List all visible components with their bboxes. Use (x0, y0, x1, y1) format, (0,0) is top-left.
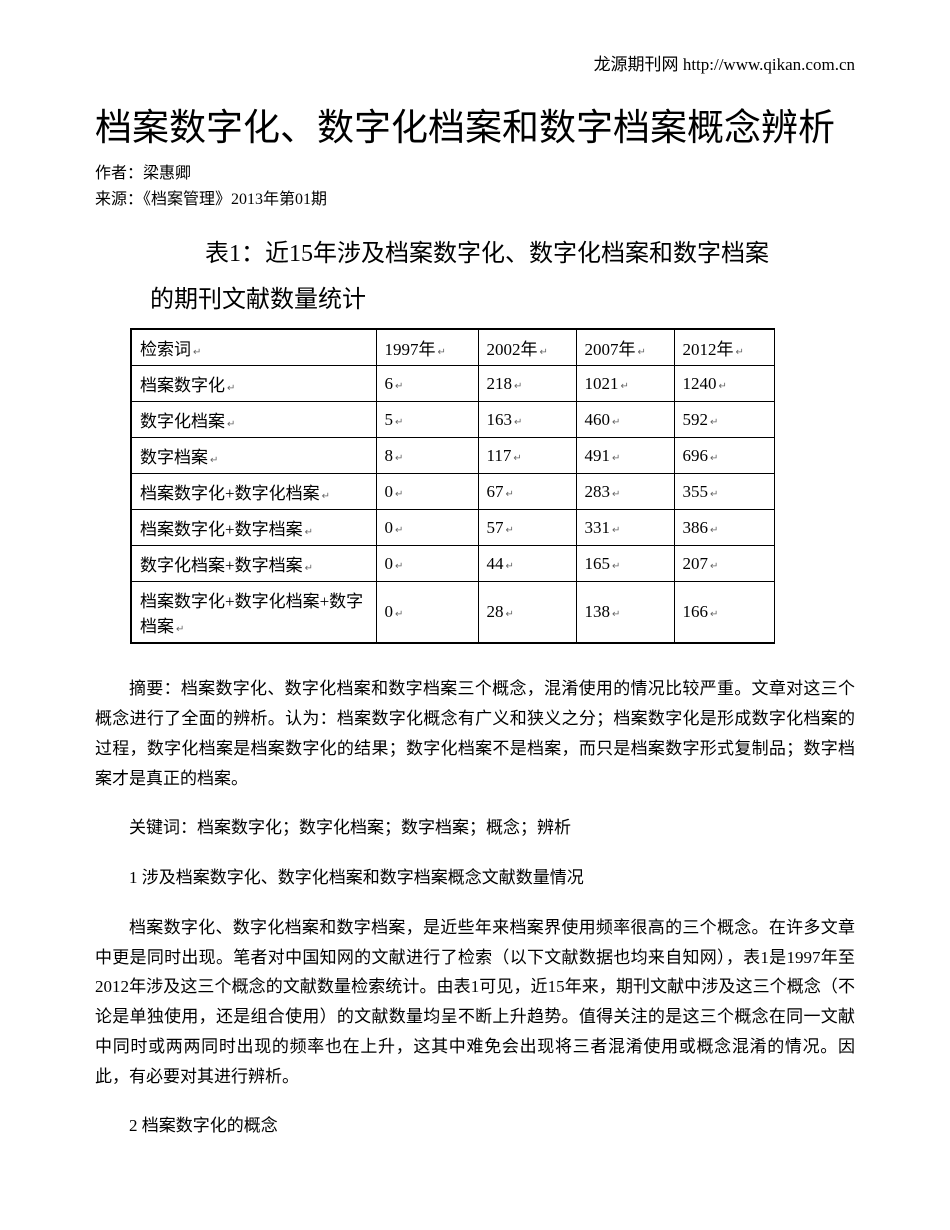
table-cell: 57↵ (478, 510, 576, 546)
table-cell: 283↵ (576, 474, 674, 510)
table-cell: 数字化档案↵ (131, 402, 376, 438)
author-label: 作者： (95, 165, 143, 182)
table-row: 档案数字化+数字化档案+数字档案↵0↵28↵138↵166↵ (131, 582, 774, 644)
table-cell: 档案数字化+数字档案↵ (131, 510, 376, 546)
table-cell: 163↵ (478, 402, 576, 438)
table-cell: 5↵ (376, 402, 478, 438)
table-cell: 218↵ (478, 366, 576, 402)
table-row: 数字化档案↵5↵163↵460↵592↵ (131, 402, 774, 438)
site-name: 龙源期刊网 (594, 55, 679, 74)
table-row: 数字档案↵8↵117↵491↵696↵ (131, 438, 774, 474)
table-cell: 8↵ (376, 438, 478, 474)
author-line: 作者：梁惠卿 (95, 161, 855, 187)
table-cell: 0↵ (376, 582, 478, 644)
table-cell: 165↵ (576, 546, 674, 582)
source-line: 来源：《档案管理》2013年第01期 (95, 187, 855, 213)
table-header-cell: 检索词↵ (131, 329, 376, 366)
table-row: 数字化档案+数字档案↵0↵44↵165↵207↵ (131, 546, 774, 582)
table-cell: 数字档案↵ (131, 438, 376, 474)
table-row: 档案数字化+数字档案↵0↵57↵331↵386↵ (131, 510, 774, 546)
table-header-row: 检索词↵ 1997年↵ 2002年↵ 2007年↵ 2012年↵ (131, 329, 774, 366)
table-cell: 0↵ (376, 510, 478, 546)
caption-line-1: 表1：近15年涉及档案数字化、数字化档案和数字档案 (205, 241, 769, 267)
table-cell: 0↵ (376, 546, 478, 582)
table-cell: 数字化档案+数字档案↵ (131, 546, 376, 582)
section-1-heading: 1 涉及档案数字化、数字化档案和数字档案概念文献数量情况 (95, 863, 855, 893)
table-cell: 491↵ (576, 438, 674, 474)
section-1-body: 档案数字化、数字化档案和数字档案，是近些年来档案界使用频率很高的三个概念。在许多… (95, 913, 855, 1092)
keywords: 关键词：档案数字化；数字化档案；数字档案；概念；辨析 (95, 813, 855, 843)
table-cell: 1240↵ (674, 366, 774, 402)
source-value: 《档案管理》2013年第01期 (143, 191, 327, 208)
table-row: 档案数字化↵6↵218↵1021↵1240↵ (131, 366, 774, 402)
table-cell: 460↵ (576, 402, 674, 438)
table-header-cell: 2007年↵ (576, 329, 674, 366)
table-cell: 67↵ (478, 474, 576, 510)
table-cell: 117↵ (478, 438, 576, 474)
abstract: 摘要：档案数字化、数字化档案和数字档案三个概念，混淆使用的情况比较严重。文章对这… (95, 674, 855, 793)
table-cell: 355↵ (674, 474, 774, 510)
table-cell: 0↵ (376, 474, 478, 510)
table-cell: 696↵ (674, 438, 774, 474)
table-cell: 207↵ (674, 546, 774, 582)
table-header-cell: 2012年↵ (674, 329, 774, 366)
table-cell: 档案数字化↵ (131, 366, 376, 402)
section-2-heading: 2 档案数字化的概念 (95, 1111, 855, 1141)
table-cell: 331↵ (576, 510, 674, 546)
table-header-cell: 1997年↵ (376, 329, 478, 366)
author-name: 梁惠卿 (143, 165, 191, 182)
table-cell: 138↵ (576, 582, 674, 644)
table-cell: 166↵ (674, 582, 774, 644)
caption-line-2: 的期刊文献数量统计 (150, 278, 855, 324)
table-cell: 6↵ (376, 366, 478, 402)
table-caption: 表1：近15年涉及档案数字化、数字化档案和数字档案 的期刊文献数量统计 (95, 232, 855, 323)
article-title: 档案数字化、数字化档案和数字档案概念辨析 (95, 105, 855, 153)
statistics-table: 检索词↵ 1997年↵ 2002年↵ 2007年↵ 2012年↵ 档案数字化↵6… (130, 328, 775, 644)
table-cell: 1021↵ (576, 366, 674, 402)
source-label: 来源： (95, 191, 143, 208)
table-cell: 档案数字化+数字化档案+数字档案↵ (131, 582, 376, 644)
table-cell: 386↵ (674, 510, 774, 546)
table-cell: 44↵ (478, 546, 576, 582)
table-cell: 档案数字化+数字化档案↵ (131, 474, 376, 510)
table-cell: 28↵ (478, 582, 576, 644)
table-cell: 592↵ (674, 402, 774, 438)
header-url: 龙源期刊网 http://www.qikan.com.cn (95, 50, 855, 75)
table-row: 档案数字化+数字化档案↵0↵67↵283↵355↵ (131, 474, 774, 510)
site-url: http://www.qikan.com.cn (683, 55, 855, 74)
table-header-cell: 2002年↵ (478, 329, 576, 366)
